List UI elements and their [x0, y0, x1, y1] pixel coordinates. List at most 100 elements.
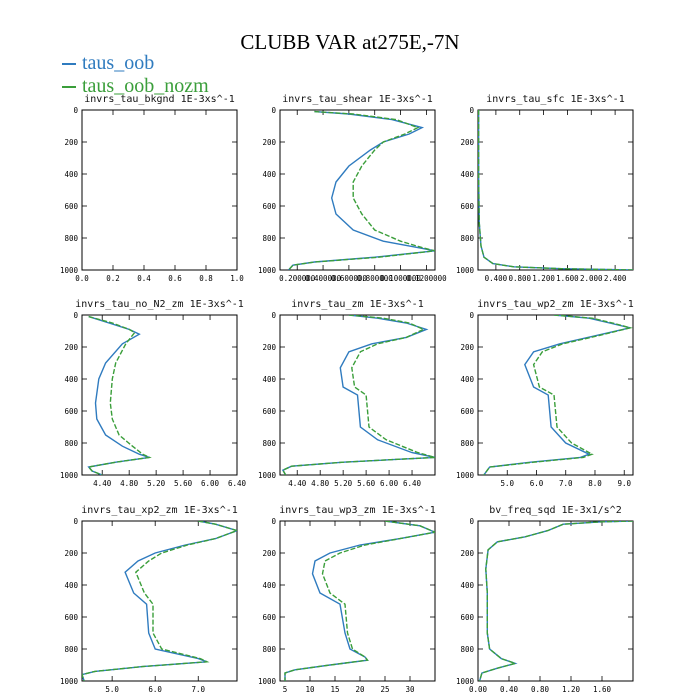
y-tick-label: 800: [64, 234, 78, 243]
y-tick-label: 200: [262, 549, 276, 558]
subplot-title: invrs_tau_xp2_zm 1E-3xs^-1: [81, 505, 238, 516]
y-tick-label: 800: [262, 439, 276, 448]
y-tick-label: 0: [73, 106, 78, 115]
x-tick-label: 5.60: [174, 479, 193, 488]
series-line-taus-oob: [483, 315, 631, 475]
x-tick-label: 5.0: [105, 685, 119, 694]
x-tick-label: 4.80: [311, 479, 330, 488]
subplot-4: invrs_tau_no_N2_zm 1E-3xs^-10 200 400 600 80…: [60, 299, 247, 488]
plot-frame: [81, 109, 238, 271]
x-tick-label: 9.0: [617, 479, 631, 488]
y-tick-label: 400: [460, 170, 474, 179]
y-tick-label: 200: [64, 549, 78, 558]
series-line-taus-oob: [478, 110, 633, 270]
x-tick-label: 0.200000: [279, 274, 316, 283]
y-tick-label: 200: [64, 138, 78, 147]
x-tick-label: 5.60: [357, 479, 376, 488]
x-tick-label: 7.0: [559, 479, 573, 488]
series-line-taus-oob-nozm: [288, 110, 435, 270]
y-tick-label: 400: [262, 581, 276, 590]
x-tick-label: 5.20: [334, 479, 353, 488]
x-tick-label: 4.40: [93, 479, 112, 488]
legend-item-taus-oob: taus_oob: [62, 52, 209, 75]
series-line-taus-oob: [288, 110, 435, 270]
x-tick-label: 1.20: [562, 685, 581, 694]
y-tick-label: 600: [460, 613, 474, 622]
y-tick-label: 400: [64, 375, 78, 384]
x-tick-label: 6.40: [228, 479, 247, 488]
series-line-taus-oob-nozm: [281, 315, 435, 475]
x-tick-label: 2.400: [604, 274, 627, 283]
y-tick-label: 600: [64, 202, 78, 211]
y-tick-label: 1000: [456, 266, 475, 275]
x-tick-label: 15: [330, 685, 339, 694]
y-tick-label: 800: [460, 234, 474, 243]
y-tick-label: 200: [460, 343, 474, 352]
y-tick-label: 200: [262, 138, 276, 147]
y-tick-label: 1000: [60, 677, 79, 686]
subplot-8: invrs_tau_wp3_zm 1E-3xs^-10 200 400 600 800 1…: [258, 505, 436, 694]
x-tick-label: 0.400: [485, 274, 508, 283]
y-tick-label: 1000: [456, 677, 475, 686]
plot-frame: [477, 520, 634, 682]
y-tick-label: 400: [460, 375, 474, 384]
y-tick-label: 400: [262, 375, 276, 384]
y-tick-label: 600: [460, 407, 474, 416]
x-tick-label: 10: [305, 685, 315, 694]
y-tick-label: 400: [64, 170, 78, 179]
y-tick-label: 800: [460, 645, 474, 654]
x-tick-label: 0.0: [75, 274, 89, 283]
y-tick-label: 0: [73, 517, 78, 526]
y-tick-label: 600: [64, 407, 78, 416]
y-tick-label: 200: [262, 343, 276, 352]
y-tick-label: 0: [469, 517, 474, 526]
series-line-taus-oob: [478, 521, 633, 681]
plot-frame: [477, 314, 634, 476]
y-tick-label: 800: [64, 439, 78, 448]
subplot-5: invrs_tau_zm 1E-3xs^-1 0 200 400 600 800 1000 4…: [258, 299, 436, 488]
x-tick-label: 30: [405, 685, 415, 694]
x-tick-label: 0.1200000: [406, 274, 447, 283]
y-tick-label: 0: [73, 311, 78, 320]
legend-label-taus-oob: taus_oob: [82, 52, 155, 74]
y-tick-label: 400: [262, 170, 276, 179]
series-line-taus-oob: [284, 521, 435, 681]
x-tick-label: 4.40: [288, 479, 307, 488]
y-tick-label: 0: [271, 517, 276, 526]
x-tick-label: 1.60: [593, 685, 612, 694]
subplot-title: invrs_tau_sfc 1E-3xs^-1: [486, 94, 624, 105]
y-tick-label: 600: [262, 202, 276, 211]
series-line-taus-oob-nozm: [478, 521, 633, 681]
x-tick-label: 6.0: [148, 685, 162, 694]
x-tick-label: 0.4: [137, 274, 151, 283]
plot-frame: [81, 520, 238, 682]
y-tick-label: 800: [64, 645, 78, 654]
subplot-title: invrs_tau_no_N2_zm 1E-3xs^-1: [75, 299, 244, 310]
series-line-taus-oob-nozm: [483, 315, 633, 475]
plot-frame: [279, 520, 436, 682]
series-line-taus-oob-nozm: [87, 315, 152, 475]
x-tick-label: 1.600: [556, 274, 579, 283]
y-tick-label: 0: [271, 311, 276, 320]
y-tick-label: 1000: [258, 266, 277, 275]
y-tick-label: 1000: [456, 471, 475, 480]
y-tick-label: 200: [460, 138, 474, 147]
x-tick-label: 6.40: [403, 479, 422, 488]
legend-line-taus-oob: [62, 63, 76, 66]
y-tick-label: 0: [469, 106, 474, 115]
plot-frame: [279, 109, 436, 271]
x-tick-label: 7.0: [191, 685, 205, 694]
y-tick-label: 800: [262, 234, 276, 243]
y-tick-label: 600: [262, 613, 276, 622]
legend-item-taus-oob-nozm: taus_oob_nozm: [62, 75, 209, 98]
y-tick-label: 400: [460, 581, 474, 590]
y-tick-label: 1000: [60, 266, 79, 275]
series-line-taus-oob: [82, 521, 237, 681]
plot-frame: [477, 109, 634, 271]
x-tick-label: 4.80: [120, 479, 139, 488]
y-tick-label: 0: [271, 106, 276, 115]
y-tick-label: 200: [64, 343, 78, 352]
legend-line-taus-oob-nozm: [62, 86, 76, 89]
subplot-title: invrs_tau_wp3_zm 1E-3xs^-1: [279, 505, 436, 516]
